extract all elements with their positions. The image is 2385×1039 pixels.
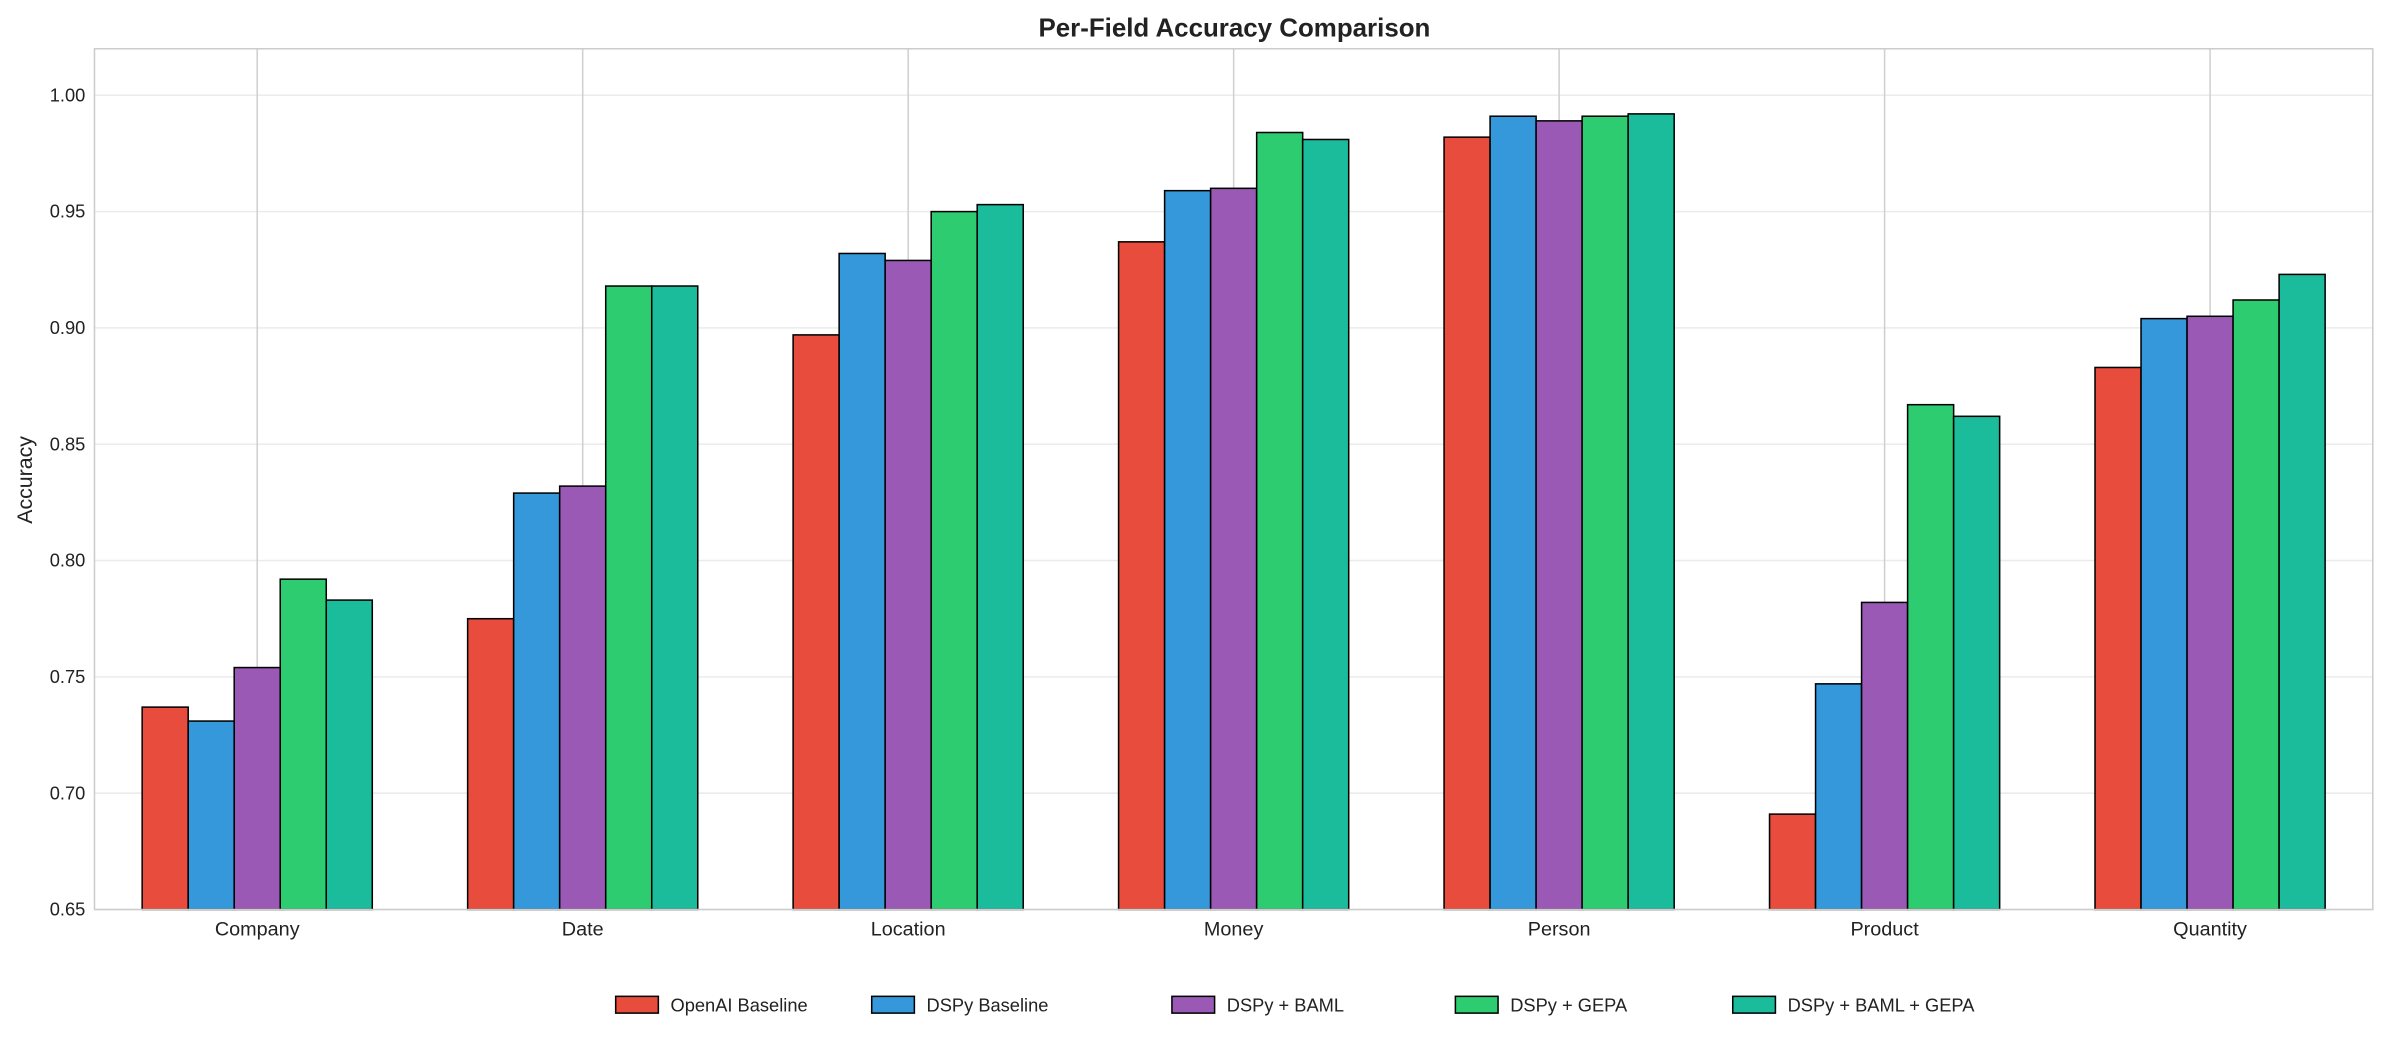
legend-swatch xyxy=(1731,995,1777,1014)
bar-dspy-baseline-person xyxy=(1489,115,1537,911)
y-tick-label: 0.85 xyxy=(50,433,86,454)
y-tick-label: 0.65 xyxy=(50,899,86,920)
legend-swatch xyxy=(614,995,660,1014)
legend-label: DSPy Baseline xyxy=(927,995,1049,1016)
bar-dspy-gepa-location xyxy=(930,210,978,911)
legend-swatch xyxy=(1171,995,1216,1014)
bar-openai-baseline-quantity xyxy=(2094,366,2142,911)
bar-openai-baseline-date xyxy=(466,617,515,911)
legend-label: DSPy + GEPA xyxy=(1510,995,1628,1016)
bar-openai-baseline-company xyxy=(141,706,189,911)
y-tick-label: 0.70 xyxy=(50,782,86,803)
y-tick-label: 0.95 xyxy=(50,201,86,222)
x-tick-label: Person xyxy=(1528,918,1591,940)
bar-dspy-baml-gepa-quantity xyxy=(2278,273,2326,911)
chart-title: Per-Field Accuracy Comparison xyxy=(1038,15,1430,43)
bar-dspy-baml-gepa-product xyxy=(1952,415,2001,911)
bar-openai-baseline-product xyxy=(1768,813,1817,911)
legend-item: DSPy + BAML xyxy=(1171,995,1344,1016)
bar-dspy-gepa-product xyxy=(1906,403,1955,911)
x-tick-label: Product xyxy=(1850,918,1919,940)
bar-dspy-baml-product xyxy=(1860,601,1909,911)
y-tick-label: 0.80 xyxy=(50,550,86,571)
legend-swatch xyxy=(1454,995,1499,1014)
bar-dspy-gepa-date xyxy=(604,285,653,911)
x-tick-label: Quantity xyxy=(2173,918,2247,940)
bar-dspy-baml-gepa-location xyxy=(976,203,1024,911)
bar-dspy-baml-gepa-money xyxy=(1301,138,1350,911)
plot-frame xyxy=(93,47,2374,911)
bar-dspy-baml-location xyxy=(884,259,932,911)
bar-openai-baseline-money xyxy=(1117,241,1166,911)
bar-dspy-baseline-money xyxy=(1163,189,1212,911)
bar-dspy-baml-company xyxy=(233,666,281,911)
bar-dspy-baml-gepa-company xyxy=(325,599,374,911)
legend-label: OpenAI Baseline xyxy=(671,995,808,1016)
bar-dspy-gepa-company xyxy=(279,578,328,911)
bar-dspy-baseline-company xyxy=(187,720,235,911)
legend-item: DSPy + BAML + GEPA xyxy=(1731,995,1976,1016)
bar-openai-baseline-location xyxy=(792,334,840,911)
bar-dspy-baml-date xyxy=(558,485,607,911)
legend-item: OpenAI Baseline xyxy=(614,995,808,1016)
y-axis-label: Accuracy xyxy=(13,436,37,524)
bar-dspy-baml-person xyxy=(1535,120,1583,911)
x-tick-label: Money xyxy=(1204,918,1264,940)
legend-label: DSPy + BAML + GEPA xyxy=(1788,995,1976,1016)
bar-dspy-baml-quantity xyxy=(2186,315,2234,911)
y-tick-label: 1.00 xyxy=(50,84,86,105)
x-tick-label: Location xyxy=(871,918,946,940)
bar-dspy-baseline-location xyxy=(838,252,886,911)
bar-dspy-baseline-date xyxy=(512,492,561,911)
bar-dspy-baseline-quantity xyxy=(2140,317,2188,911)
bar-dspy-baseline-product xyxy=(1814,683,1863,911)
legend-item: DSPy Baseline xyxy=(870,995,1049,1016)
bar-dspy-gepa-money xyxy=(1255,131,1304,911)
legend-swatch xyxy=(870,995,916,1014)
x-tick-label: Date xyxy=(562,918,604,940)
bar-dspy-baml-gepa-date xyxy=(650,285,699,911)
bar-dspy-baml-money xyxy=(1209,187,1258,911)
bar-dspy-baml-gepa-person xyxy=(1627,113,1675,911)
legend-label: DSPy + BAML xyxy=(1227,995,1344,1016)
y-tick-label: 0.75 xyxy=(50,666,86,687)
bar-openai-baseline-person xyxy=(1443,136,1491,911)
bar-dspy-gepa-person xyxy=(1581,115,1629,911)
y-tick-label: 0.90 xyxy=(50,317,86,338)
legend-item: DSPy + GEPA xyxy=(1454,995,1628,1016)
x-tick-label: Company xyxy=(215,918,300,940)
bar-dspy-gepa-quantity xyxy=(2232,299,2280,911)
